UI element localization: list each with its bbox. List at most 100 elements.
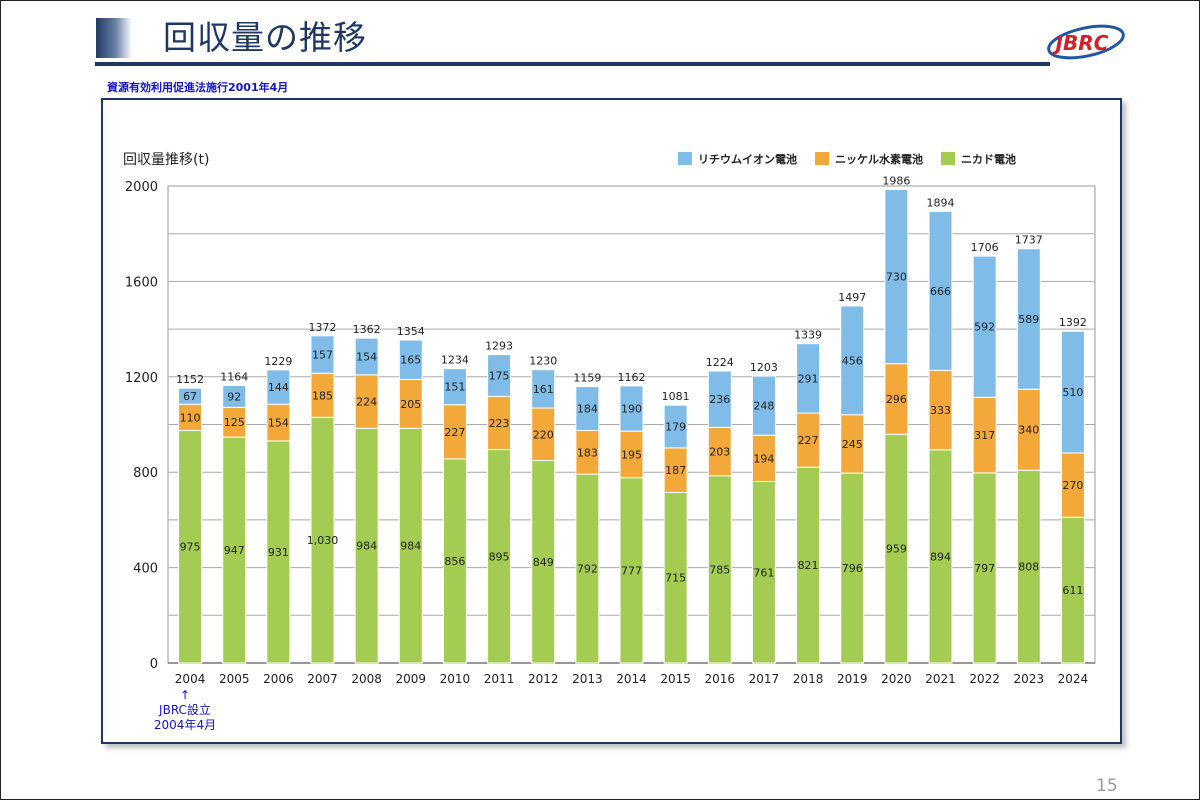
segment-data-label: 220 [533,428,554,441]
bar-stack: 797 317 592 1706 [971,241,999,664]
bar-segment [222,384,247,408]
total-data-label: 1234 [441,354,469,367]
segment-data-label: 666 [930,285,951,298]
bar-stack: 856 227 151 1234 [441,354,469,664]
total-data-label: 1339 [794,329,822,342]
segment-data-label: 248 [753,400,774,413]
jbrc-founding-annotation: ↑ JBRC設立 2004年4月 [139,688,231,733]
segment-data-label: 227 [798,434,819,447]
total-data-label: 1164 [220,370,248,383]
segment-data-label: 184 [577,403,598,416]
y-tick-label: 1200 [125,371,158,386]
bar-segment [884,189,909,365]
bar-stack: 895 223 175 1293 [485,340,513,664]
segment-data-label: 510 [1062,386,1083,399]
legend-swatch [815,152,829,165]
x-tick-label: 2024 [1058,672,1089,686]
y-tick-label: 0 [150,657,158,672]
segment-data-label: 317 [974,429,995,442]
segment-data-label: 161 [533,383,554,396]
total-data-label: 1986 [882,175,910,188]
total-data-label: 1230 [529,355,557,368]
total-data-label: 1737 [1015,234,1043,247]
title-accent-block [96,18,132,58]
segment-data-label: 179 [665,421,686,434]
segment-data-label: 194 [753,452,774,465]
segment-data-label: 270 [1062,479,1083,492]
segment-data-label: 849 [533,556,554,569]
segment-data-label: 165 [400,354,421,367]
segment-data-label: 92 [227,390,241,403]
segment-data-label: 195 [621,448,642,461]
x-tick-label: 2020 [881,672,912,686]
bar-segment [442,368,467,406]
segment-data-label: 947 [224,544,245,557]
segment-data-label: 190 [621,403,642,416]
x-tick-label: 2007 [307,672,338,686]
y-axis-ticks: 0 400 800 1200 1600 2000 [125,180,158,672]
bar-stack: 785 203 236 1224 [706,356,734,664]
legend: リチウムイオン電池 ニッケル水素電池 ニカド電池 [678,152,1016,166]
total-data-label: 1392 [1059,316,1087,329]
x-tick-label: 2018 [793,672,824,686]
page-number: 15 [1096,776,1118,796]
y-tick-label: 1600 [125,275,158,290]
segment-data-label: 589 [1018,313,1039,326]
segment-data-label: 611 [1062,584,1083,597]
segment-data-label: 894 [930,550,951,563]
segment-data-label: 291 [798,372,819,385]
bar-stack: 947 125 92 1164 [220,370,248,664]
segment-data-label: 959 [886,543,907,556]
segment-data-label: 777 [621,564,642,577]
logo-text: JBRC [1052,31,1109,55]
x-tick-label: 2005 [219,672,250,686]
segment-data-label: 808 [1018,561,1039,574]
bar-stack: 821 227 291 1339 [794,329,822,664]
segment-data-label: 224 [356,396,377,409]
segment-data-label: 895 [489,550,510,563]
bar-segment [310,335,335,374]
bar-segment [1060,330,1085,454]
segment-data-label: 730 [886,271,907,284]
bar-stack: 849 220 161 1230 [529,355,557,664]
segment-data-label: 296 [886,393,907,406]
x-tick-label: 2010 [440,672,471,686]
segment-data-label: 796 [842,562,863,575]
segment-data-label: 931 [268,546,289,559]
bar-segment [972,255,997,398]
x-tick-label: 2014 [616,672,647,686]
y-tick-label: 2000 [125,180,158,195]
bar-segment [751,375,776,436]
legend-item: ニッケル水素電池 [815,152,923,166]
y-tick-label: 800 [133,466,158,481]
legend-swatch [941,152,955,165]
legend-item: リチウムイオン電池 [678,152,797,166]
segment-data-label: 456 [842,354,863,367]
bar-segment [575,386,600,431]
segment-data-label: 110 [180,411,201,424]
bar-segment [840,305,865,416]
bar-stack: 984 205 165 1354 [397,325,425,664]
segment-data-label: 205 [400,398,421,411]
total-data-label: 1894 [927,197,955,210]
total-data-label: 1293 [485,340,513,353]
total-data-label: 1162 [618,371,646,384]
segment-data-label: 1,030 [307,534,339,547]
bar-stack: 984 224 154 1362 [353,323,381,664]
segment-data-label: 67 [183,390,197,403]
x-tick-label: 2015 [660,672,691,686]
bar-stack: 931 154 144 1229 [264,355,292,664]
total-data-label: 1706 [971,241,999,254]
bar-stack: 975 110 67 1152 [176,373,204,664]
segment-data-label: 185 [312,389,333,402]
bar-segment [487,354,512,397]
bar-segment [354,337,379,376]
segment-data-label: 333 [930,404,951,417]
segment-data-label: 975 [180,541,201,554]
total-data-label: 1354 [397,325,425,338]
segment-data-label: 785 [709,563,730,576]
x-tick-label: 2017 [749,672,780,686]
segment-data-label: 203 [709,446,730,459]
bar-segment [663,404,688,449]
segment-data-label: 821 [798,559,819,572]
